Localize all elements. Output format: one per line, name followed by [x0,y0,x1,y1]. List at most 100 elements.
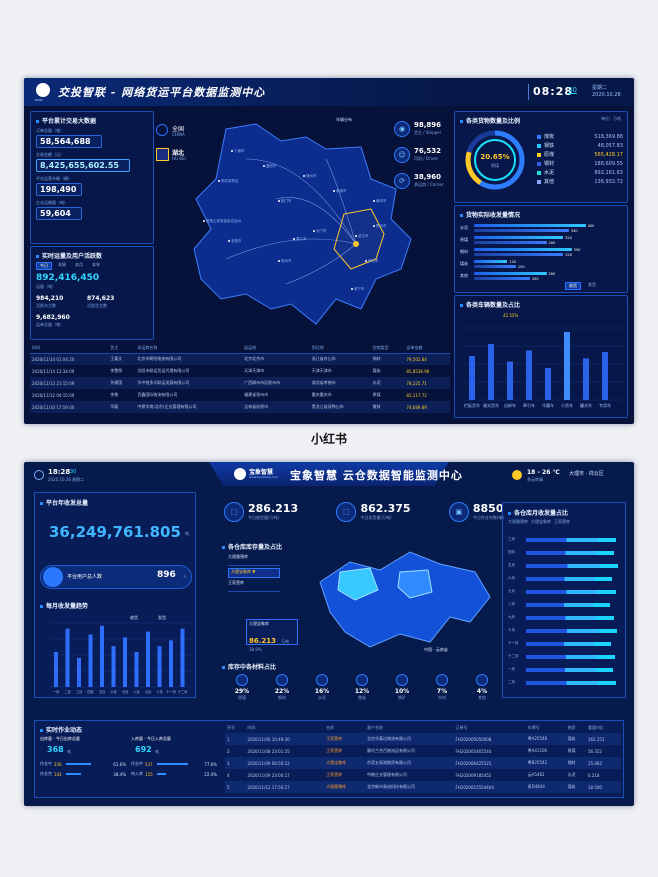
table-cell: 云A5462 [527,772,545,777]
tab-week[interactable]: 本周 [58,262,66,267]
table-row[interactable]: 2 2020/11/08 23:01:35 王家营库 廊坊兰合百物流运有限公司 FH20… [225,745,621,757]
clock-seconds: 30 [568,86,577,94]
goods-legend: 煤炭 518,369.88 钢铁 48,057.83 原煤 565,428.17 钢材 188… [537,132,623,186]
city-label[interactable]: 潜江市 [296,237,307,241]
legend-receive[interactable]: 收货 [130,614,138,620]
transfer-value: 120 [509,259,517,264]
table-row[interactable]: 2020/11/14 12:34:09 李雯佩 沈阳市联运货运代理有限公司 天津天津市… [30,365,450,377]
table-header: 客户名称 [367,725,383,730]
table-cell: 4 [227,772,230,778]
table-cell: 粤A25548 [527,736,548,741]
province-icon [156,148,169,161]
legend-swatch [537,143,541,148]
material-name: 钢材 [278,695,286,700]
city-label[interactable]: 荆州市 [281,259,292,263]
stat-carrier: ⟳ 38,960 承运商 / Carrier [394,171,450,197]
city-label[interactable]: 鄂州市 [376,224,387,228]
goods-name: 钢材 [544,161,555,167]
tab-year[interactable]: 本年 [92,262,100,267]
share-row: 四月 [508,546,622,559]
city-label[interactable]: 黄冈市 [376,199,387,203]
transfer-row: 煤炭 120 150 [460,258,624,270]
table-cell: 王家营库 [326,748,343,753]
city-label[interactable]: 天门市 [316,229,327,233]
city-label[interactable]: 十堰市 [234,149,245,153]
table-row[interactable]: 2020/11/10 17:59:00 华磊 中鼎华南(北京)企业管理有限公司 吉林省… [30,401,450,413]
volume-label: 运量（吨） [36,284,56,289]
material-pct: 12% [354,688,370,695]
city-label[interactable]: 神农架林区 [221,179,239,183]
share-row: 九月 [508,611,622,624]
table-row[interactable]: 2020/11/12 04:15:09 李勇 百鑫国际物流有限公司 福建省泉州市 重庆重… [30,389,450,401]
transfer-value: 400 [587,223,595,228]
share-bar [526,680,616,685]
month-label: 四月 [87,690,93,694]
wuhan-region[interactable] [333,208,385,270]
table-cell: 北京北京市 [244,356,265,362]
stat-receive: ⬚ 286.213 今日收货量(万吨) [224,502,298,532]
table-cell: 福建省泉州市 [244,392,269,397]
month-bar [157,646,162,687]
tab-month[interactable]: 本月 [75,262,83,267]
city-dot [263,165,265,167]
table-header: 货主 [108,343,136,354]
yunnan-map [319,551,491,648]
share-row: 三月 [508,533,622,546]
left-column: 平台年收发总量 36,249,761.805 吨 平台用户总人数 896 人 每… [34,492,196,698]
legend-swatch [537,134,541,139]
material-icon [276,674,288,686]
transfer-value: 150 [517,264,525,269]
table-cell: 粤B25541 [527,760,548,765]
goods-name: 水泥 [544,170,555,176]
city-label[interactable]: 咸宁市 [354,287,365,291]
table-cell: 2020/11/14 01:04:20 [32,356,75,362]
goods-donut [465,130,525,190]
table-cell: 湖北省孝感市 [311,380,336,385]
transfer-row: 其他 260 200 [460,270,624,282]
legend-send[interactable]: 发货 [158,614,166,620]
stat-trucks: ▣ 8850 今日作业车数(辆) [448,502,504,532]
city-label[interactable]: 随州市 [306,174,317,178]
tab-today[interactable]: 今日 [36,262,52,270]
goods-name: 钢铁 [544,143,555,149]
stock-item-selected[interactable]: 大理宝象库 ▼ [228,568,280,578]
city-selector[interactable]: 大理市 · 祥云区 [569,471,604,477]
table-row[interactable]: 2020/11/13 21:15:09 孙建国 华中铁多式联运发展有限公司 广西柳州市… [30,377,450,389]
weather-sun-icon [512,470,522,480]
scope-hubei[interactable]: 湖北 [172,150,185,157]
stock-item[interactable]: 大理雅锦库 [228,554,280,566]
table-row[interactable]: 5 2020/11/12 17:56:27 大理雅锦库 北京新市易迪科技有限公司 FH2… [225,781,621,793]
city-label[interactable]: 武汉市 [358,234,369,238]
city-label[interactable]: 黄石市 [368,259,379,263]
table-row[interactable]: 4 2020/11/09 23:00:17 王家营库 中粮企业管理有限公司 FH2020… [225,769,621,781]
material-item: 7% 木材 [424,674,460,701]
table-cell: FH202005465544 [455,748,492,754]
user-icon [43,567,63,587]
city-label[interactable]: 荆门市 [281,199,292,203]
table-row[interactable]: 1 2020/11/06 10:49:30 王家营库 北京华泰达物流有限公司 FH202… [225,733,621,745]
share-bar [526,615,614,620]
active-shippers-label: 活跃货主数 [87,303,107,308]
city-dot [303,175,305,177]
table-cell: 黑龙江省双鸭山市 [311,404,344,409]
highlight-region-b[interactable] [397,569,433,599]
material-icon [316,674,328,686]
stock-item[interactable]: 王家营库 [228,580,280,592]
vehicle-bar [583,358,589,400]
share-bar [526,589,616,594]
share-row: 十一月 [508,637,622,650]
table-cell: 王嘉文 [110,356,123,362]
table-row[interactable]: 3 2020/11/09 08:56:12 大理宝象库 京滨五易湖物资有限公司 FH20… [225,757,621,769]
month-bar [180,628,185,687]
month-label: 六月 [110,689,116,694]
city-label[interactable]: 恩施土家族苗族自治州 [206,219,241,223]
city-label[interactable]: 宜昌市 [231,239,242,243]
month-bar [54,652,58,687]
scope-china[interactable]: 全国 [172,126,185,133]
city-label[interactable]: 孝感市 [336,189,347,193]
table-row[interactable]: 2020/11/14 01:04:20 王嘉文 北京市朝阳物流有限公司 北京北京市 浙江… [30,353,450,365]
vehicle-bar [488,344,494,400]
city-label[interactable]: 襄阳市 [266,164,277,168]
highlight-region-a[interactable] [337,567,379,601]
city-dot [203,220,205,222]
